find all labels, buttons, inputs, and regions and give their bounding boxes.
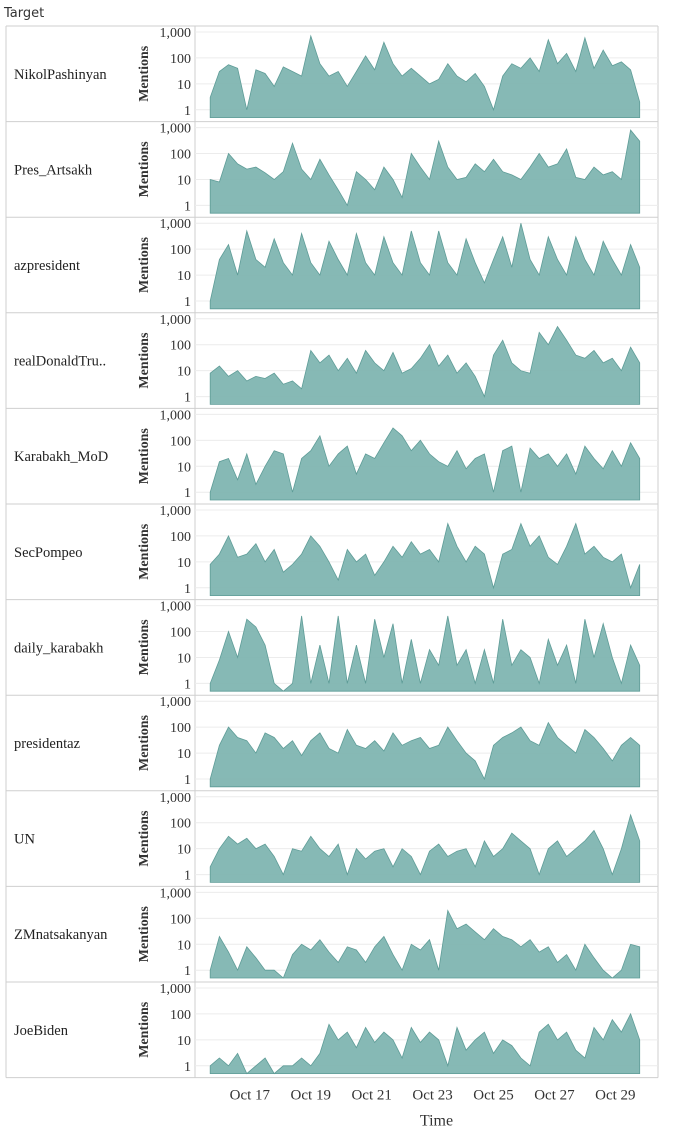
y-tick-label: 1 <box>184 104 191 119</box>
series-area <box>209 813 641 883</box>
y-tick-label: 1 <box>184 677 191 692</box>
y-tick-label: 100 <box>170 243 191 258</box>
y-tick-label: 1,000 <box>160 504 192 519</box>
y-tick-label: 1,000 <box>160 408 192 423</box>
y-axis-title: Mentions <box>137 428 152 485</box>
y-axis-title: Mentions <box>137 332 152 389</box>
y-axis-title: Mentions <box>137 714 152 771</box>
y-tick-label: 10 <box>177 938 191 953</box>
y-tick-label: 1,000 <box>160 791 192 806</box>
y-tick-label: 100 <box>170 817 191 832</box>
y-axis-title: Mentions <box>137 236 152 293</box>
y-tick-label: 10 <box>177 460 191 475</box>
series-area <box>209 34 641 118</box>
panel-label: azpresident <box>14 258 80 274</box>
y-tick-label: 100 <box>170 912 191 927</box>
y-tick-label: 10 <box>177 651 191 666</box>
y-tick-label: 1 <box>184 391 191 406</box>
y-axis-title: Mentions <box>137 906 152 963</box>
y-tick-label: 100 <box>170 530 191 545</box>
y-tick-label: 1 <box>184 486 191 501</box>
panel-label: ZMnatsakanyan <box>14 927 108 943</box>
x-tick-label: Oct 29 <box>595 1088 635 1104</box>
panel-label: Karabakh_MoD <box>14 449 108 465</box>
x-tick-label: Oct 19 <box>291 1088 331 1104</box>
y-tick-label: 100 <box>170 626 191 641</box>
y-tick-label: 10 <box>177 78 191 93</box>
y-tick-label: 100 <box>170 148 191 163</box>
y-axis-title: Mentions <box>137 1001 152 1058</box>
series-area <box>209 615 641 692</box>
y-axis-title: Mentions <box>137 810 152 867</box>
y-axis-title: Mentions <box>137 141 152 198</box>
x-tick-label: Oct 23 <box>412 1088 452 1104</box>
y-tick-label: 1 <box>184 1060 191 1075</box>
y-tick-label: 1 <box>184 582 191 597</box>
y-tick-label: 1 <box>184 773 191 788</box>
y-tick-label: 100 <box>170 721 191 736</box>
target-column-header: Target <box>4 6 45 21</box>
y-tick-label: 1,000 <box>160 122 192 137</box>
y-tick-label: 10 <box>177 269 191 284</box>
y-tick-label: 10 <box>177 843 191 858</box>
panel-label: Pres_Artsakh <box>14 162 93 178</box>
y-tick-label: 1,000 <box>160 982 192 997</box>
y-tick-label: 100 <box>170 1008 191 1023</box>
series-area <box>209 522 641 596</box>
x-axis-title: Time <box>420 1113 453 1130</box>
series-area <box>209 129 641 214</box>
y-axis-title: Mentions <box>137 45 152 102</box>
y-tick-label: 1 <box>184 295 191 310</box>
panel-label: realDonaldTru.. <box>14 354 106 370</box>
x-tick-label: Oct 25 <box>473 1088 513 1104</box>
panel-label: daily_karabakh <box>14 640 104 656</box>
y-tick-label: 100 <box>170 339 191 354</box>
y-tick-label: 100 <box>170 434 191 449</box>
y-tick-label: 1,000 <box>160 217 192 232</box>
x-tick-label: Oct 27 <box>534 1088 575 1104</box>
y-tick-label: 1 <box>184 964 191 979</box>
y-tick-label: 100 <box>170 52 191 67</box>
y-tick-label: 10 <box>177 747 191 762</box>
y-tick-label: 10 <box>177 365 191 380</box>
y-axis-title: Mentions <box>137 619 152 676</box>
y-tick-label: 1 <box>184 869 191 884</box>
panel-label: JoeBiden <box>14 1023 69 1039</box>
y-tick-label: 10 <box>177 173 191 188</box>
y-tick-label: 1,000 <box>160 695 192 710</box>
y-tick-label: 10 <box>177 1034 191 1049</box>
y-tick-label: 1,000 <box>160 26 192 41</box>
panel-label: presidentaz <box>14 736 81 752</box>
y-tick-label: 1,000 <box>160 886 192 901</box>
series-area <box>209 721 641 788</box>
series-area <box>209 1012 641 1075</box>
series-area <box>209 223 641 310</box>
series-area <box>209 427 641 501</box>
x-tick-label: Oct 21 <box>351 1088 391 1104</box>
y-tick-label: 1,000 <box>160 313 192 328</box>
x-tick-label: Oct 17 <box>230 1088 271 1104</box>
series-area <box>209 325 641 405</box>
panel-label: NikolPashinyan <box>14 67 107 83</box>
y-tick-label: 1,000 <box>160 600 192 615</box>
y-tick-label: 1 <box>184 199 191 214</box>
panel-label: UN <box>14 832 35 848</box>
y-axis-title: Mentions <box>137 523 152 580</box>
panel-label: SecPompeo <box>14 545 82 561</box>
series-area <box>209 909 641 979</box>
y-tick-label: 10 <box>177 556 191 571</box>
